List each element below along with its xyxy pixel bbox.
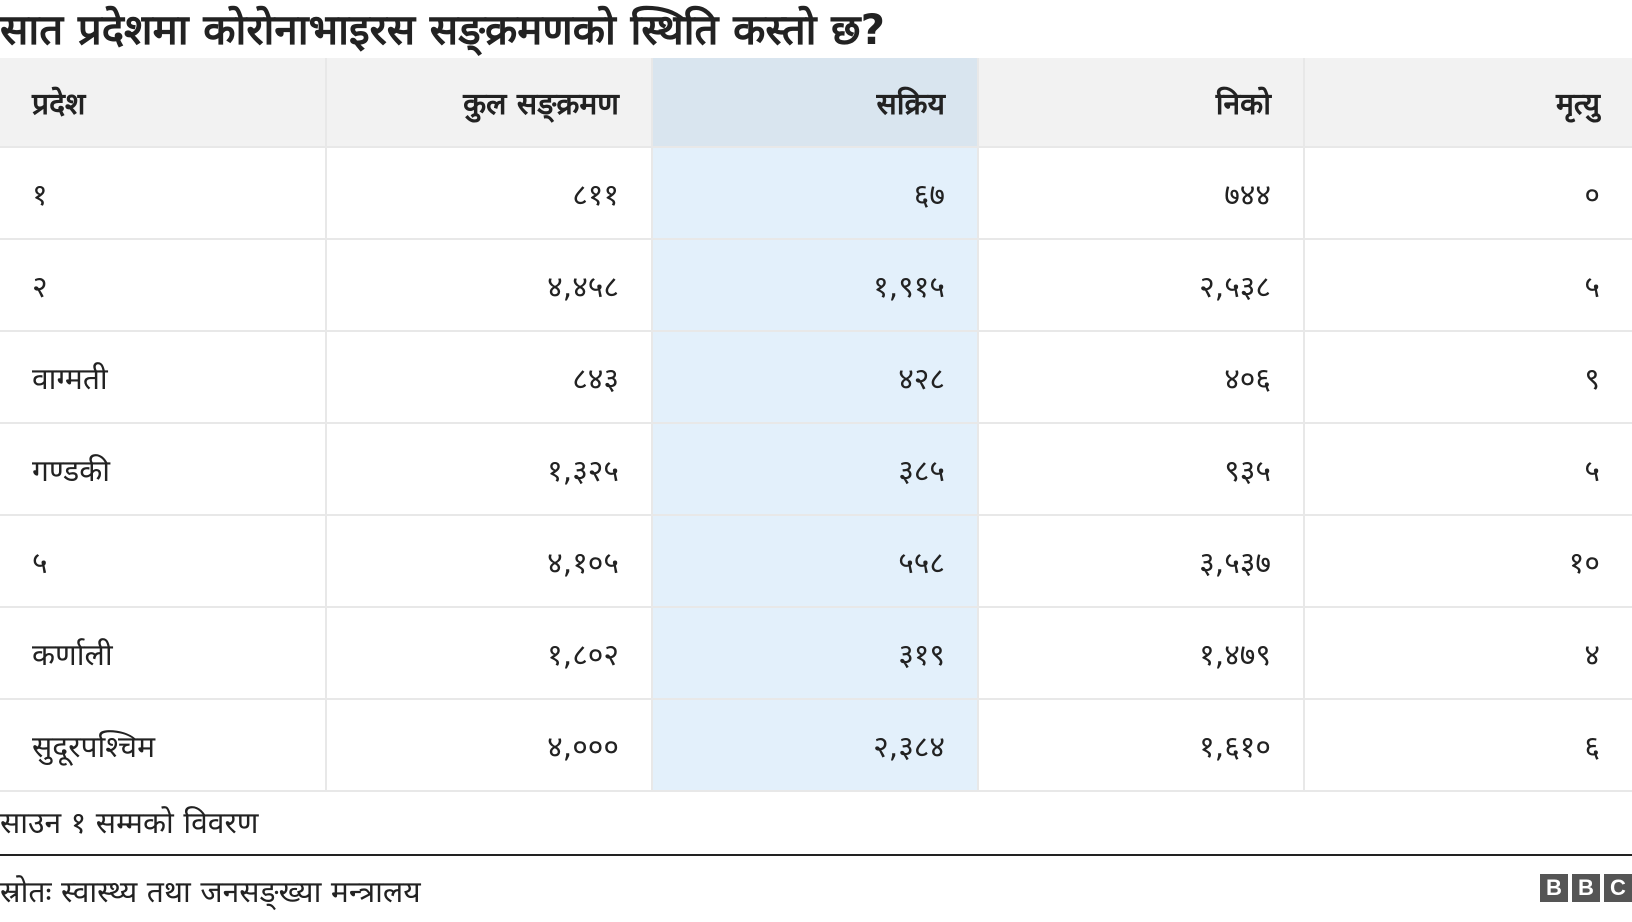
logo-letter: B [1572,874,1600,902]
table-row: ५ ४,१०५ ५५८ ३,५३७ १० [0,515,1632,608]
deaths-cell: ५ [1304,423,1632,516]
column-header-total-infected: कुल सङ्क्रमण [326,58,653,148]
recovered-cell: १,६१० [978,699,1305,792]
deaths-cell: ९ [1304,331,1632,424]
province-cell: वाग्मती [0,331,327,424]
recovered-cell: ९३५ [978,423,1305,516]
total-cell: १,३२५ [326,423,653,516]
column-header-active: सक्रिय [652,58,979,148]
column-header-recovered: निको [978,58,1305,148]
table-row: वाग्मती ८४३ ४२८ ४०६ ९ [0,331,1632,424]
province-cell: गण्डकी [0,423,327,516]
active-cell: १,९१५ [652,239,979,332]
table-header-row: प्रदेश कुल सङ्क्रमण सक्रिय निको मृत्यु [0,58,1632,148]
province-cell: सुदूरपश्चिम [0,699,327,792]
active-cell: २,३८४ [652,699,979,792]
logo-letter: B [1540,874,1568,902]
footnote: साउन १ सम्मको विवरण [0,806,259,841]
province-cell: कर्णाली [0,607,327,700]
active-cell: ३८५ [652,423,979,516]
active-cell: ४२८ [652,331,979,424]
recovered-cell: १,४७९ [978,607,1305,700]
province-cell: ५ [0,515,327,608]
bbc-logo: B B C [1540,874,1632,902]
recovered-cell: २,५३८ [978,239,1305,332]
recovered-cell: ७४४ [978,147,1305,240]
active-cell: ६७ [652,147,979,240]
deaths-cell: ६ [1304,699,1632,792]
column-header-province: प्रदेश [0,58,327,148]
total-cell: ४,४५८ [326,239,653,332]
table-row: सुदूरपश्चिम ४,००० २,३८४ १,६१० ६ [0,699,1632,792]
page-title: सात प्रदेशमा कोरोनाभाइरस सङ्क्रमणको स्थि… [0,5,885,54]
deaths-cell: ० [1304,147,1632,240]
active-cell: ३१९ [652,607,979,700]
province-cell: २ [0,239,327,332]
active-cell: ५५८ [652,515,979,608]
total-cell: ४,१०५ [326,515,653,608]
table-row: गण्डकी १,३२५ ३८५ ९३५ ५ [0,423,1632,516]
source-text: स्रोतः स्वास्थ्य तथा जनसङ्ख्या मन्त्रालय [0,875,421,910]
table-row: २ ४,४५८ १,९१५ २,५३८ ५ [0,239,1632,332]
deaths-cell: १० [1304,515,1632,608]
total-cell: ८४३ [326,331,653,424]
deaths-cell: ५ [1304,239,1632,332]
total-cell: ८११ [326,147,653,240]
table-row: कर्णाली १,८०२ ३१९ १,४७९ ४ [0,607,1632,700]
total-cell: ४,००० [326,699,653,792]
data-table: प्रदेश कुल सङ्क्रमण सक्रिय निको मृत्यु १… [0,58,1632,792]
recovered-cell: ३,५३७ [978,515,1305,608]
divider [0,854,1632,856]
total-cell: १,८०२ [326,607,653,700]
column-header-deaths: मृत्यु [1304,58,1632,148]
province-cell: १ [0,147,327,240]
recovered-cell: ४०६ [978,331,1305,424]
logo-letter: C [1604,874,1632,902]
table-row: १ ८११ ६७ ७४४ ० [0,147,1632,240]
deaths-cell: ४ [1304,607,1632,700]
